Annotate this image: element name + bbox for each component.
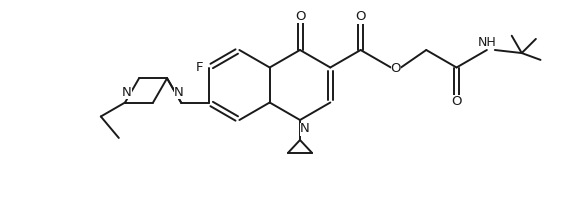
Text: O: O: [391, 62, 401, 75]
Text: N: N: [174, 86, 184, 99]
Text: O: O: [294, 10, 305, 22]
Text: O: O: [451, 95, 462, 108]
Text: N: N: [300, 123, 310, 135]
Text: NH: NH: [478, 36, 496, 48]
Text: F: F: [196, 61, 203, 74]
Text: O: O: [355, 10, 366, 24]
Text: N: N: [122, 86, 132, 99]
